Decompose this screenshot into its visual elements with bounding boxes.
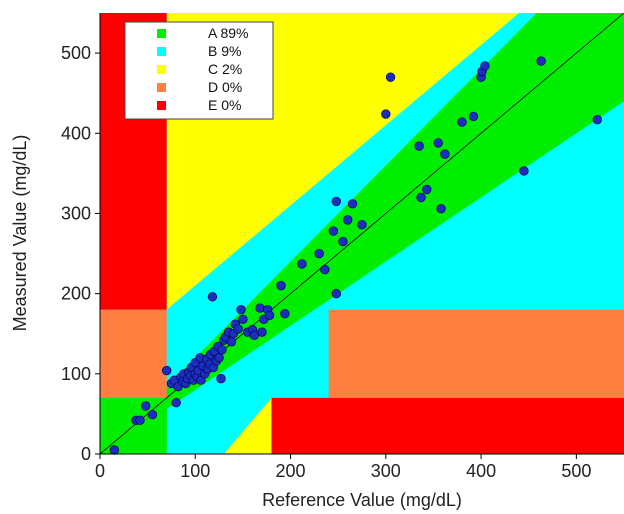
y-tick-label: 400 xyxy=(61,123,91,143)
data-point xyxy=(331,288,341,299)
data-point xyxy=(135,415,145,426)
data-point xyxy=(276,280,286,291)
data-point xyxy=(216,373,226,384)
data-point xyxy=(519,166,529,176)
data-point xyxy=(147,410,158,420)
data-point xyxy=(414,141,424,151)
x-tick-label: 500 xyxy=(561,461,591,481)
x-axis-label: Reference Value (mg/dL) xyxy=(262,490,462,510)
data-point xyxy=(264,310,275,320)
points-layer xyxy=(109,56,603,455)
data-point xyxy=(236,304,246,315)
data-point xyxy=(468,111,479,122)
legend: A 89% B 9% C 2% D 0% E 0% xyxy=(124,21,274,120)
data-point xyxy=(141,401,151,411)
data-point xyxy=(347,199,358,209)
data-point xyxy=(592,114,603,125)
data-point xyxy=(457,117,467,127)
data-point xyxy=(385,72,396,82)
data-point xyxy=(214,353,224,363)
x-tick-label: 400 xyxy=(466,461,496,481)
x-tick-label: 300 xyxy=(371,461,401,481)
zones-layer xyxy=(100,13,624,454)
data-point xyxy=(255,303,265,313)
legend-swatch-a xyxy=(157,29,166,38)
legend-swatch-e xyxy=(157,101,166,110)
data-point xyxy=(343,215,353,225)
data-point xyxy=(416,192,426,203)
x-tick-label: 0 xyxy=(95,461,105,481)
y-tick-label: 0 xyxy=(81,444,91,464)
legend-swatch-b xyxy=(157,47,166,56)
zone-a-band xyxy=(155,13,624,454)
data-point xyxy=(109,445,119,455)
legend-label-e: E 0% xyxy=(208,97,241,113)
zone-c-lower xyxy=(223,397,272,454)
x-ticks: 0 100 200 300 400 500 xyxy=(95,454,591,481)
legend-swatch-c xyxy=(157,65,166,74)
data-point xyxy=(171,397,181,408)
data-point xyxy=(357,219,367,230)
data-point xyxy=(338,236,348,247)
data-point xyxy=(297,259,307,269)
data-point xyxy=(536,56,546,66)
legend-label-c: C 2% xyxy=(208,61,242,77)
data-point xyxy=(480,61,490,71)
zone-c-upper xyxy=(166,13,624,310)
x-tick-label: 200 xyxy=(276,461,306,481)
data-point xyxy=(217,345,227,355)
data-point xyxy=(320,264,330,275)
data-point xyxy=(280,308,290,319)
zone-d-right xyxy=(328,309,624,398)
data-point xyxy=(207,292,218,302)
data-point xyxy=(422,184,432,195)
data-point xyxy=(314,248,324,259)
legend-label-a: A 89% xyxy=(208,25,248,41)
legend-label-d: D 0% xyxy=(208,79,242,95)
data-point xyxy=(381,109,391,119)
legend-label-b: B 9% xyxy=(208,43,241,59)
y-axis-label: Measured Value (mg/dL) xyxy=(10,135,30,332)
data-point xyxy=(440,149,450,159)
x-tick-label: 100 xyxy=(180,461,210,481)
data-point xyxy=(161,365,172,376)
data-point xyxy=(257,327,267,337)
y-tick-label: 300 xyxy=(61,203,91,223)
legend-swatch-d xyxy=(157,83,166,92)
zone-d-left xyxy=(100,309,167,398)
data-point xyxy=(331,196,341,207)
data-point xyxy=(226,337,237,347)
data-point xyxy=(238,314,248,324)
zone-e-lower-right xyxy=(271,397,624,454)
data-point xyxy=(436,203,446,214)
legend-box xyxy=(124,21,274,120)
y-tick-label: 500 xyxy=(61,43,91,63)
data-point xyxy=(328,226,339,236)
data-point xyxy=(433,138,443,148)
y-tick-label: 100 xyxy=(61,364,91,384)
y-ticks: 0 100 200 300 400 500 xyxy=(61,43,100,464)
data-point xyxy=(233,324,243,334)
y-tick-label: 200 xyxy=(61,284,91,304)
